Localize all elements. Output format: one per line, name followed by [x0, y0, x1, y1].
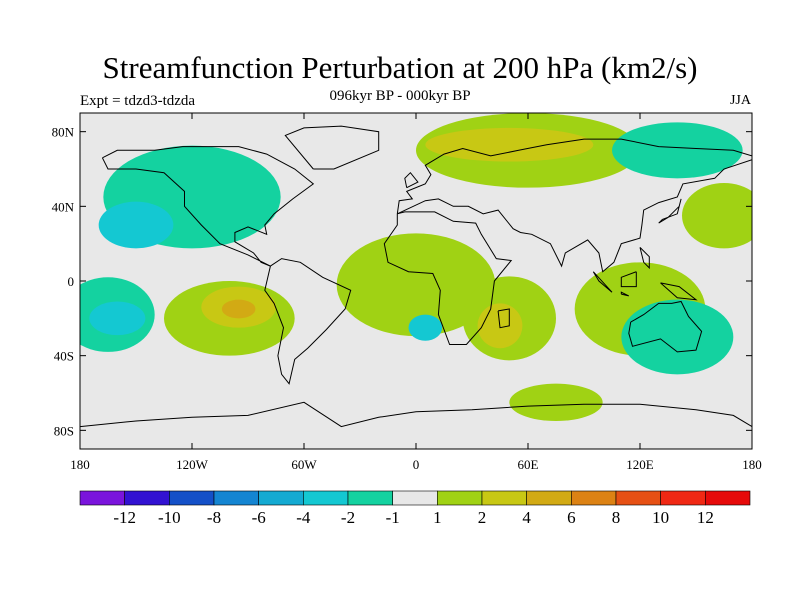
- colorbar-swatch: [169, 490, 215, 506]
- coastline-segment: [658, 198, 682, 224]
- y-tick-label: 80S: [54, 423, 74, 438]
- coastline-segment: [383, 211, 513, 345]
- x-tick-label: 120W: [176, 457, 209, 472]
- coastline-segment: [620, 291, 630, 297]
- chart-subtitle: 096kyr BP - 000kyr BP: [329, 88, 471, 104]
- colorbar-swatch: [347, 490, 393, 506]
- field-region-negative-4: [98, 201, 174, 249]
- field-region-negative-1: [621, 299, 734, 375]
- coastlines: [80, 125, 752, 428]
- x-tick-label: 180: [70, 457, 90, 472]
- coastline-segment: [592, 271, 613, 293]
- colorbar-swatch: [124, 490, 170, 506]
- colorbar-label: 1: [433, 508, 442, 527]
- colorbar-label: -8: [207, 508, 221, 527]
- colorbar-swatch: [213, 490, 259, 506]
- field-region-positive-2: [336, 233, 496, 337]
- colorbar-swatch: [258, 490, 304, 506]
- colorbar-swatch: [303, 490, 349, 506]
- x-tick-label: 0: [413, 457, 420, 472]
- coastline-segment: [620, 271, 637, 288]
- experiment-label: Expt = tdzd3-tdzda: [80, 93, 196, 109]
- x-tick-label: 120E: [626, 457, 654, 472]
- colorbar-label: -6: [252, 508, 266, 527]
- colorbar-swatch: [705, 490, 751, 506]
- coastline-segment: [660, 282, 698, 301]
- y-tick-label: 40N: [52, 199, 75, 214]
- x-axis-ticks: 180 120W 60W 0 60E 120E 180: [70, 113, 762, 472]
- colorbar-label: -1: [386, 508, 400, 527]
- colorbar-swatch: [392, 490, 438, 506]
- colorbar-swatch: [437, 490, 483, 506]
- coastline-segment: [497, 308, 510, 329]
- y-tick-label: 0: [68, 274, 75, 289]
- season-label: JJA: [729, 93, 751, 108]
- colorbar-swatch: [615, 490, 661, 506]
- colorbar-label: -4: [296, 508, 311, 527]
- contour-field: [80, 113, 752, 422]
- colorbar-label: -2: [341, 508, 355, 527]
- colorbar-label: -10: [158, 508, 181, 527]
- field-region-negative-4: [408, 314, 443, 341]
- colorbar-label: 4: [522, 508, 531, 527]
- x-tick-label: 60W: [291, 457, 317, 472]
- colorbar-label: -12: [113, 508, 136, 527]
- coastline-segment: [404, 171, 419, 189]
- coastline-segment: [396, 138, 752, 273]
- x-tick-label: 180: [742, 457, 762, 472]
- colorbar-swatch: [481, 490, 527, 506]
- x-tick-label: 60E: [518, 457, 539, 472]
- colorbar-swatch: [571, 490, 617, 506]
- coastline-segment: [264, 258, 352, 385]
- colorbar-swatch: [526, 490, 572, 506]
- colorbar-swatch: [660, 490, 706, 506]
- coastline-segment: [639, 247, 650, 270]
- y-axis-ticks: 80N 40N 0 40S 80S: [52, 125, 752, 438]
- colorbar-label: 2: [478, 508, 487, 527]
- colorbar-label: 8: [612, 508, 621, 527]
- colorbar-label: 12: [697, 508, 714, 527]
- coastline-segment: [284, 125, 380, 170]
- coastline-segment: [80, 401, 752, 428]
- colorbar-label: 6: [567, 508, 576, 527]
- field-region-negative-1: [612, 122, 743, 179]
- colorbar-swatch: [79, 490, 125, 506]
- chart-title: Streamfunction Perturbation at 200 hPa (…: [102, 50, 698, 85]
- y-tick-label: 80N: [52, 125, 75, 140]
- field-region-negative-4: [89, 301, 146, 336]
- colorbar-label: 10: [652, 508, 669, 527]
- y-tick-label: 40S: [54, 349, 74, 364]
- coastline-segment: [628, 300, 703, 353]
- colorbar: -12 -10 -8 -6 -4 -2 -1 1 2 4 6 8 10 12: [79, 490, 751, 527]
- field-region-positive-2: [682, 183, 752, 249]
- coastline-segment: [101, 146, 315, 267]
- field-region-positive-4: [425, 127, 594, 162]
- field-region-positive-6: [221, 299, 256, 319]
- field-region-positive-2: [509, 383, 603, 422]
